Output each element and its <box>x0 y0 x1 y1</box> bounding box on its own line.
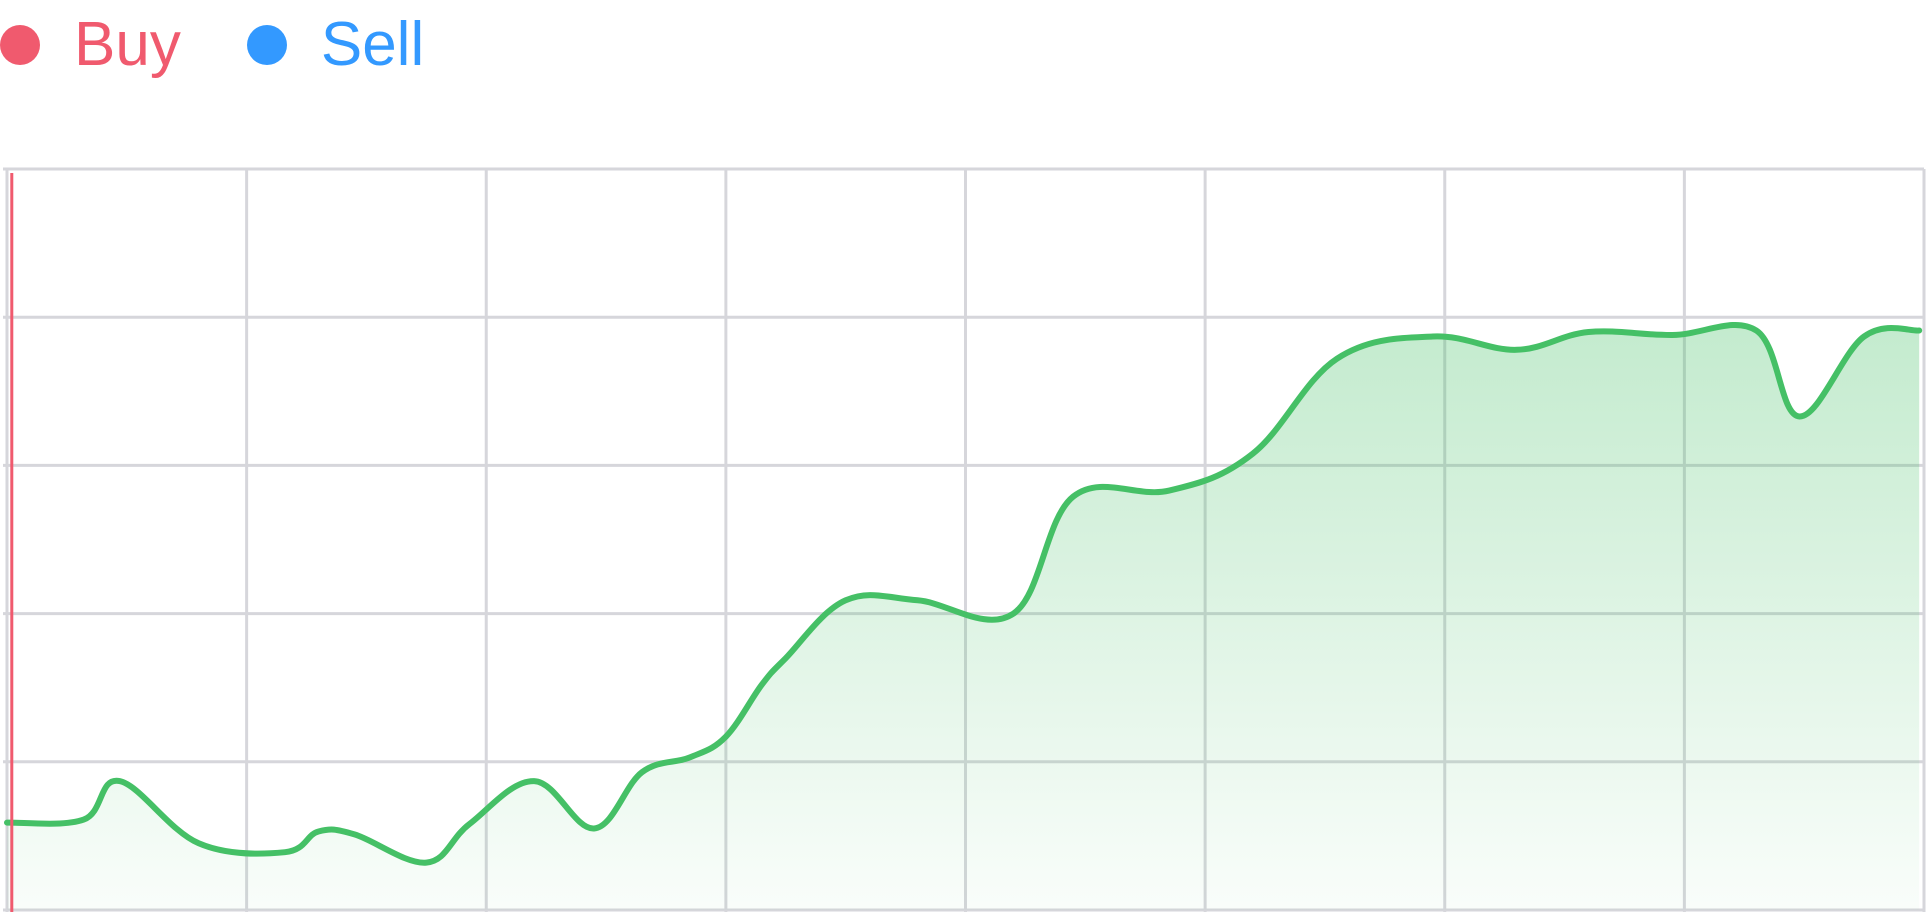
legend-item-buy[interactable]: Buy <box>0 14 181 76</box>
buy-dot-icon <box>0 25 40 65</box>
legend-label-sell: Sell <box>320 10 425 79</box>
legend-label-buy: Buy <box>74 10 181 79</box>
series-line <box>4 321 1923 866</box>
area-fill <box>7 324 1920 910</box>
sell-dot-icon <box>246 25 287 65</box>
legend-item-sell[interactable]: Sell <box>246 10 425 79</box>
chart-legend: Buy Sell <box>0 10 490 80</box>
